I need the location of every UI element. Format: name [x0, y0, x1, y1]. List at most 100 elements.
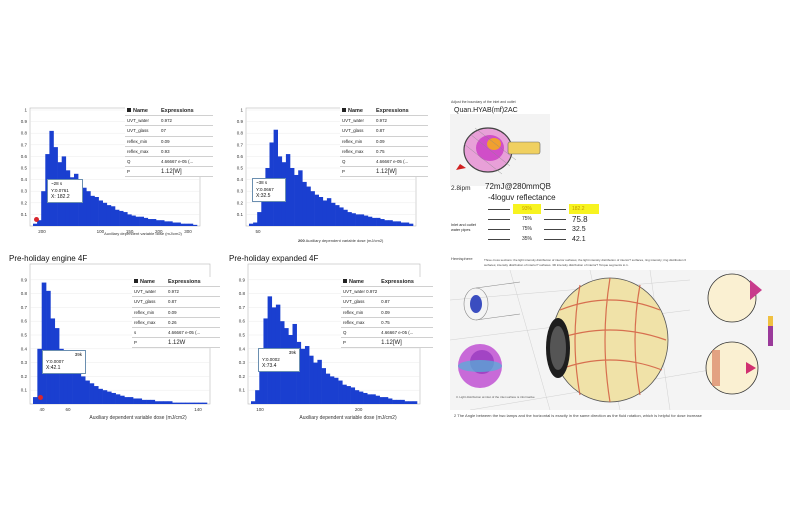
y-tick-label: 0.6	[239, 319, 246, 324]
panel-title: Pre-holiday expanded 4F	[229, 254, 319, 263]
param-val: 4.66667 e-05 (...	[166, 327, 220, 339]
histogram-bar	[137, 398, 143, 404]
param-val: 0.87	[166, 296, 220, 308]
row-value: 182.2	[569, 204, 599, 214]
histogram-bar	[76, 372, 82, 404]
histogram-bar	[135, 216, 140, 226]
param-val: 0.09	[159, 136, 213, 147]
hemisphere-label: Hemisphere	[451, 256, 473, 261]
histogram-bar	[133, 398, 138, 404]
histogram-bar	[147, 219, 153, 226]
histogram-bar	[156, 220, 161, 226]
histogram-bar	[180, 402, 186, 404]
histogram-bar	[335, 205, 340, 226]
histogram-bar	[313, 362, 318, 404]
histogram-bar	[41, 282, 47, 404]
row-percent: 75%	[521, 226, 532, 232]
histogram-bar	[90, 195, 95, 226]
histogram-bar	[314, 194, 319, 226]
histogram-bar	[376, 217, 381, 226]
param-val: 4.66667 e-05 (...	[159, 156, 213, 168]
histogram-bar	[98, 388, 103, 404]
x-tick-label: 50	[255, 229, 261, 234]
histogram-bar	[404, 222, 410, 226]
x-tick-label: 200	[355, 407, 363, 412]
tip-line: X:73.4	[262, 363, 277, 369]
histogram-bar	[257, 212, 262, 226]
table-header-expr: Expressions	[166, 277, 220, 288]
row-percent: 93%	[513, 204, 541, 214]
chart-panel-4: Pre-holiday expanded 4F 0.1 0.2 0.3 0.4 0.5 0…	[228, 252, 438, 424]
param-key: P	[132, 337, 166, 349]
x-tick-label: 60	[65, 407, 71, 412]
x-tick-label: 100	[97, 229, 105, 234]
table-header-name: Name	[140, 278, 155, 285]
histogram-bar	[331, 202, 336, 226]
histogram-bar	[119, 210, 124, 226]
histogram-bar	[180, 223, 185, 226]
histogram-bar	[164, 221, 169, 226]
histogram-bar	[408, 223, 414, 226]
param-key: reflex_min	[132, 307, 166, 318]
histogram-bar	[124, 397, 129, 404]
y-tick-label: 0.4	[21, 177, 28, 182]
colorbar	[768, 316, 773, 346]
data-tip: 39k Y:0.0002 X:73.4	[258, 348, 300, 372]
reflectance-row: 35% 42.1	[485, 234, 599, 244]
param-val: 0.09	[379, 307, 434, 318]
histogram-bar	[346, 386, 351, 404]
histogram-bar	[85, 380, 90, 404]
histogram-bar	[325, 373, 331, 404]
x-tick-label: 200	[155, 229, 163, 234]
histogram-bar	[72, 366, 77, 404]
lamp-end-cap	[470, 295, 482, 313]
y-tick-label: 0.3	[21, 360, 28, 365]
y-tick-label: 0.8	[237, 131, 244, 136]
histogram-bar	[78, 181, 83, 226]
tip-line: Y:0.0007	[46, 358, 64, 364]
param-val: 4.66667 e-05 (...	[374, 156, 428, 168]
data-tip: ~28 s Y:0.0761 X: 182.2	[47, 179, 83, 203]
histogram-bar	[383, 397, 389, 404]
tip-line: X: 182.2	[51, 194, 70, 200]
histogram-bar	[321, 368, 326, 404]
y-tick-label: 0.7	[237, 142, 244, 147]
param-val: 07	[159, 125, 213, 137]
histogram-bar	[355, 214, 360, 226]
histogram-bar	[86, 191, 91, 226]
parameter-table: Name Expressions UVT_water 0.972 UVT_glass…	[340, 106, 428, 178]
y-tick-label: 0.3	[237, 189, 244, 194]
tip-line: Y:0.0667	[256, 186, 274, 192]
histogram-bar	[188, 223, 194, 226]
row-rule	[544, 219, 566, 220]
y-tick-label: 0.9	[237, 119, 244, 124]
histogram-bar	[294, 174, 299, 226]
row-value: 42.1	[572, 235, 586, 243]
param-key: Q	[125, 156, 159, 168]
histogram-bar	[154, 401, 160, 404]
param-key: UVT_glass	[341, 296, 380, 308]
param-val: 0.75	[374, 146, 428, 157]
histogram-bar	[193, 402, 199, 404]
histogram-bar	[304, 346, 310, 404]
histogram-bar	[185, 402, 190, 404]
histogram-bar	[384, 220, 389, 226]
histogram-bar	[139, 216, 144, 226]
table-header-expr: Expressions	[374, 106, 428, 117]
y-tick-label: 0.6	[21, 154, 28, 159]
histogram-bar	[163, 401, 169, 404]
cross-section-note: surfaces; intensity distribution of inte…	[484, 263, 629, 267]
pipe-label: Inlet and outlet water pipes	[451, 223, 476, 232]
row-percent: 75%	[521, 216, 532, 222]
lattice-pattern	[553, 277, 667, 403]
histogram-bar	[339, 207, 344, 226]
histogram-bar	[400, 222, 406, 226]
param-val: 0.972	[374, 115, 428, 127]
y-tick-label: 0.2	[237, 200, 244, 205]
sphere-bottom-pipe	[712, 350, 720, 386]
histogram-bar	[387, 398, 393, 404]
histogram-bar	[123, 212, 128, 226]
histogram-bar	[400, 399, 405, 404]
histogram-bar	[146, 399, 151, 404]
histogram-bar	[404, 401, 409, 404]
